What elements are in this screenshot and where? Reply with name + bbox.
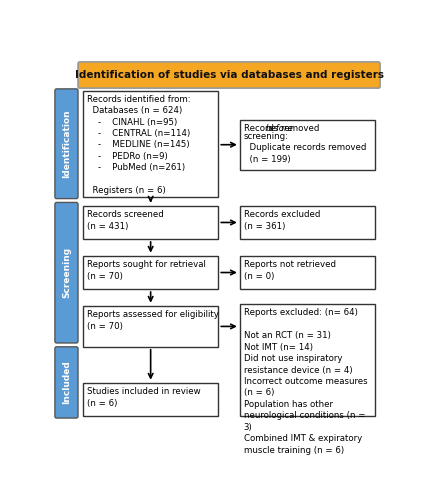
FancyBboxPatch shape	[240, 304, 375, 416]
FancyBboxPatch shape	[55, 89, 78, 198]
Text: Reports excluded: (n= 64)

Not an RCT (n = 31)
Not IMT (n= 14)
Did not use inspi: Reports excluded: (n= 64) Not an RCT (n …	[244, 308, 367, 454]
FancyBboxPatch shape	[240, 206, 375, 239]
Text: Identification of studies via databases and registers: Identification of studies via databases …	[75, 70, 384, 80]
Text: Screening: Screening	[62, 247, 71, 298]
Text: Reports assessed for eligibility
(n = 70): Reports assessed for eligibility (n = 70…	[87, 310, 219, 330]
Text: Records excluded
(n = 361): Records excluded (n = 361)	[244, 210, 320, 231]
FancyBboxPatch shape	[55, 202, 78, 343]
FancyBboxPatch shape	[240, 256, 375, 289]
FancyBboxPatch shape	[83, 91, 219, 196]
Text: screening:
  Duplicate records removed
  (n = 199): screening: Duplicate records removed (n …	[244, 132, 366, 164]
FancyBboxPatch shape	[83, 384, 219, 416]
FancyBboxPatch shape	[55, 347, 78, 418]
Text: Reports not retrieved
(n = 0): Reports not retrieved (n = 0)	[244, 260, 336, 280]
FancyBboxPatch shape	[78, 62, 380, 88]
Text: Identification: Identification	[62, 110, 71, 178]
Text: Studies included in review
(n = 6): Studies included in review (n = 6)	[87, 387, 201, 407]
Text: Included: Included	[62, 360, 71, 405]
Text: Records removed: Records removed	[244, 124, 322, 132]
FancyBboxPatch shape	[83, 306, 219, 347]
FancyBboxPatch shape	[83, 206, 219, 239]
FancyBboxPatch shape	[240, 120, 375, 170]
Text: before: before	[266, 124, 294, 132]
FancyBboxPatch shape	[83, 256, 219, 289]
Text: Reports sought for retrieval
(n = 70): Reports sought for retrieval (n = 70)	[87, 260, 206, 280]
Text: Records identified from:
  Databases (n = 624)
    -    CINAHL (n=95)
    -    C: Records identified from: Databases (n = …	[87, 94, 190, 195]
Text: Records screened
(n = 431): Records screened (n = 431)	[87, 210, 164, 231]
